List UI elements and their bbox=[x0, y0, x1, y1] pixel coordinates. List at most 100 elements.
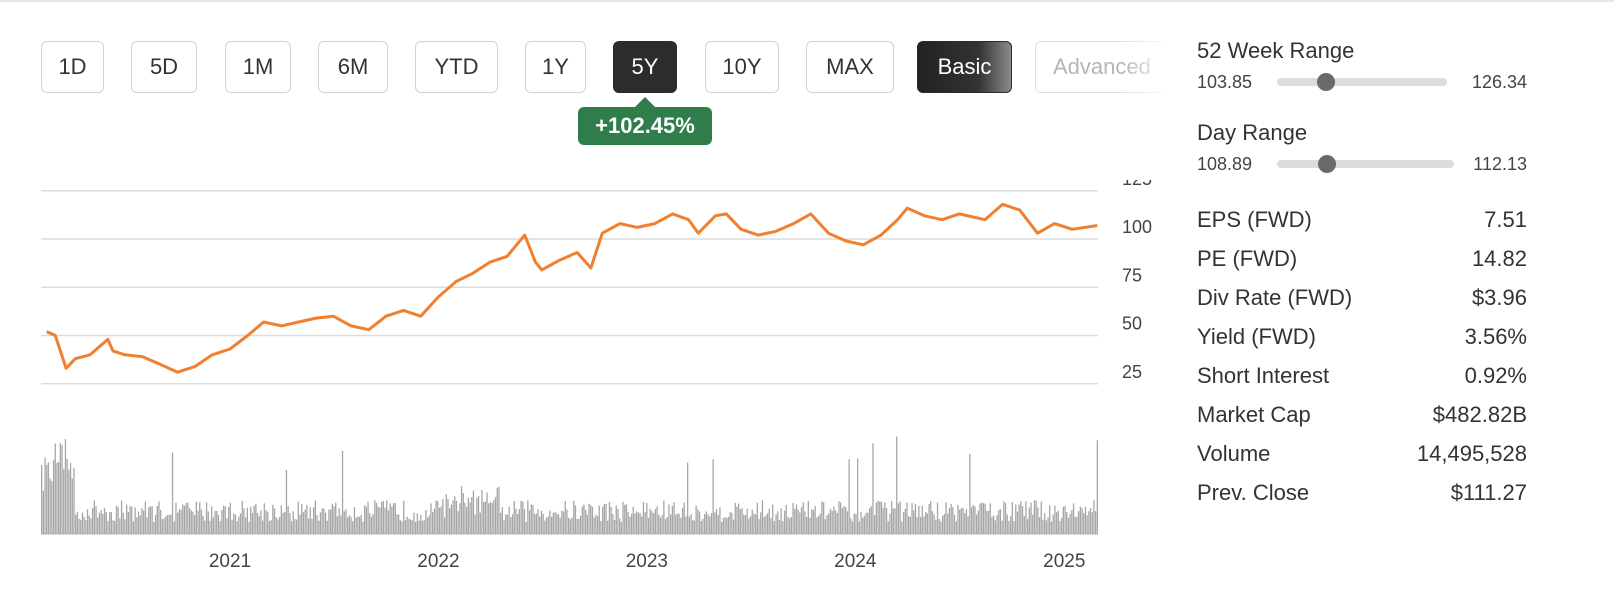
volume-bar bbox=[938, 518, 940, 534]
volume-bar bbox=[809, 517, 811, 534]
range-1m-button[interactable]: 1M bbox=[225, 41, 291, 93]
volume-bar bbox=[304, 509, 306, 534]
volume-bar bbox=[851, 521, 854, 534]
volume-bar bbox=[418, 520, 420, 534]
volume-bar bbox=[554, 511, 556, 534]
volume-bar bbox=[83, 516, 85, 534]
volume-bar bbox=[834, 510, 837, 534]
price-chart[interactable]: 25 50 75 100 125 2021 2022 2023 2024 2025 bbox=[0, 180, 1170, 580]
volume-bar bbox=[698, 511, 701, 534]
volume-bar bbox=[1052, 514, 1054, 534]
volume-bar bbox=[347, 517, 349, 534]
volume-bar bbox=[1057, 510, 1059, 534]
volume-bar bbox=[267, 511, 269, 534]
range-ytd-button[interactable]: YTD bbox=[415, 41, 498, 93]
volume-bar bbox=[561, 510, 563, 534]
volume-bar bbox=[578, 518, 580, 534]
volume-bar bbox=[229, 502, 231, 534]
volume-bar bbox=[246, 507, 248, 534]
range-6m-button[interactable]: 6M bbox=[318, 41, 388, 93]
volume-bar bbox=[787, 516, 789, 534]
week52-range-low: 103.85 bbox=[1197, 72, 1253, 92]
volume-bar bbox=[129, 506, 131, 534]
volume-bar bbox=[513, 501, 515, 534]
volume-bar bbox=[255, 503, 257, 534]
volume-bar bbox=[115, 505, 118, 534]
x-tick-label: 2024 bbox=[834, 551, 877, 572]
volume-bar bbox=[935, 519, 937, 534]
volume-bar bbox=[695, 505, 697, 534]
volume-bar bbox=[914, 503, 917, 534]
volume-bar bbox=[887, 521, 889, 534]
volume-bar bbox=[581, 506, 583, 534]
volume-bar bbox=[277, 519, 279, 534]
volume-bar bbox=[222, 505, 225, 534]
volume-bar bbox=[212, 517, 214, 534]
volume-bar bbox=[659, 517, 662, 534]
volume-bar bbox=[345, 509, 347, 534]
volume-bar bbox=[511, 514, 514, 534]
volume-bar bbox=[989, 503, 991, 534]
volume-bar bbox=[224, 506, 226, 534]
volume-bar bbox=[171, 452, 174, 534]
volume-bar bbox=[1040, 501, 1042, 534]
range-1d-button[interactable]: 1D bbox=[41, 41, 104, 93]
basic-view-button[interactable]: Basic bbox=[917, 41, 1012, 93]
stat-label: PE (FWD) bbox=[1197, 245, 1298, 271]
volume-bar bbox=[457, 511, 459, 534]
volume-bar bbox=[702, 518, 704, 534]
volume-bar bbox=[501, 507, 503, 534]
volume-bar bbox=[241, 500, 243, 534]
stat-value: 0.92% bbox=[1464, 362, 1527, 388]
volume-bar bbox=[527, 500, 529, 534]
volume-bar bbox=[1088, 511, 1090, 534]
stat-row-short-interest: Short Interest 0.92% bbox=[1197, 356, 1527, 395]
volume-bar bbox=[1091, 512, 1093, 534]
volume-bar bbox=[568, 517, 570, 534]
volume-bar bbox=[294, 519, 296, 534]
volume-bar bbox=[539, 516, 541, 534]
volume-bar bbox=[1061, 517, 1063, 534]
volume-bar bbox=[629, 516, 631, 534]
volume-bar bbox=[551, 516, 553, 534]
volume-bar bbox=[95, 506, 97, 534]
volume-bar bbox=[134, 507, 136, 534]
volume-bar bbox=[763, 516, 765, 534]
volume-bar bbox=[122, 512, 124, 534]
range-max-button[interactable]: MAX bbox=[806, 41, 894, 93]
range-5y-button[interactable]: 5Y bbox=[613, 41, 677, 93]
volume-bar bbox=[1020, 501, 1022, 534]
volume-bar bbox=[109, 512, 111, 534]
range-5d-button[interactable]: 5D bbox=[131, 41, 197, 93]
volume-bar bbox=[433, 508, 435, 534]
volume-bar bbox=[624, 504, 626, 534]
volume-bar bbox=[263, 503, 265, 534]
volume-bar bbox=[610, 507, 612, 534]
volume-bar bbox=[850, 518, 852, 534]
y-tick-label: 75 bbox=[1122, 265, 1142, 285]
volume-bar bbox=[112, 520, 114, 534]
volume-bar bbox=[923, 516, 925, 534]
volume-bar bbox=[540, 510, 543, 534]
volume-bar bbox=[245, 517, 247, 534]
volume-bar bbox=[926, 513, 928, 534]
volume-bar bbox=[331, 503, 333, 534]
volume-bar bbox=[505, 514, 507, 534]
volume-bar bbox=[782, 521, 784, 534]
volume-bar bbox=[47, 462, 50, 534]
volume-bar bbox=[668, 504, 670, 534]
range-1y-button[interactable]: 1Y bbox=[525, 41, 586, 93]
volume-bar bbox=[459, 503, 461, 534]
volume-bar bbox=[187, 502, 189, 534]
volume-bar bbox=[1027, 518, 1029, 534]
volume-bar bbox=[549, 510, 551, 534]
volume-bar bbox=[831, 511, 833, 534]
volume-bar bbox=[766, 513, 769, 534]
volume-bar bbox=[970, 507, 973, 534]
volume-bar bbox=[360, 514, 362, 534]
volume-bar bbox=[114, 520, 116, 534]
stat-value: 3.56% bbox=[1464, 323, 1527, 349]
range-10y-button[interactable]: 10Y bbox=[705, 41, 779, 93]
volume-bar bbox=[676, 513, 679, 534]
volume-bar bbox=[333, 506, 335, 534]
